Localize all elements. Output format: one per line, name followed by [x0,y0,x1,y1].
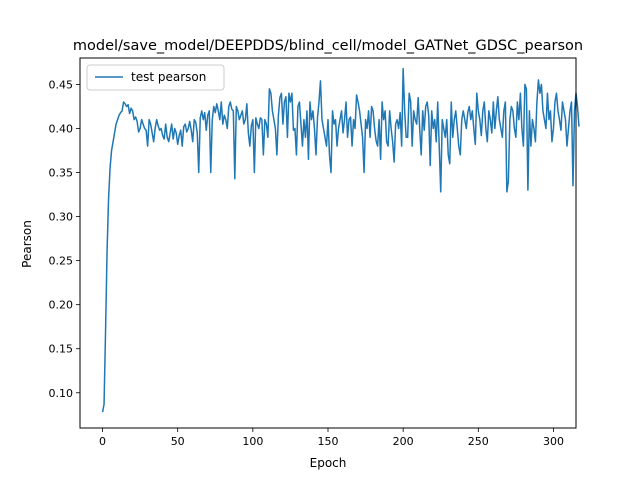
legend: test pearson [86,64,225,91]
y-tick-label: 0.45 [49,78,74,91]
x-tick-label: 150 [318,435,339,448]
x-tick-label: 300 [543,435,564,448]
x-tick-label: 0 [99,435,106,448]
y-tick-label: 0.40 [49,122,74,135]
y-tick-label: 0.10 [49,387,74,400]
series-line-test-pearson [101,67,580,413]
y-ticks: 0.10 0.15 0.20 0.25 0.30 0.35 0.40 0.45 [49,78,80,400]
legend-box [86,64,225,91]
x-tick-label: 250 [468,435,489,448]
y-tick-label: 0.35 [49,167,74,180]
x-tick-label: 100 [242,435,263,448]
y-tick-label: 0.15 [49,343,74,356]
legend-label: test pearson [131,70,206,84]
chart-title: model/save_model/DEEPDDS/blind_cell/mode… [73,38,583,54]
plot-frame [79,57,577,429]
x-ticks: 0 50 100 150 200 250 300 [99,428,564,448]
x-tick-label: 200 [393,435,414,448]
y-axis-label: Pearson [20,220,34,268]
x-tick-label: 50 [171,435,185,448]
x-axis-label: Epoch [310,456,347,470]
y-tick-label: 0.20 [49,299,74,312]
y-tick-label: 0.30 [49,211,74,224]
y-tick-label: 0.25 [49,255,74,268]
